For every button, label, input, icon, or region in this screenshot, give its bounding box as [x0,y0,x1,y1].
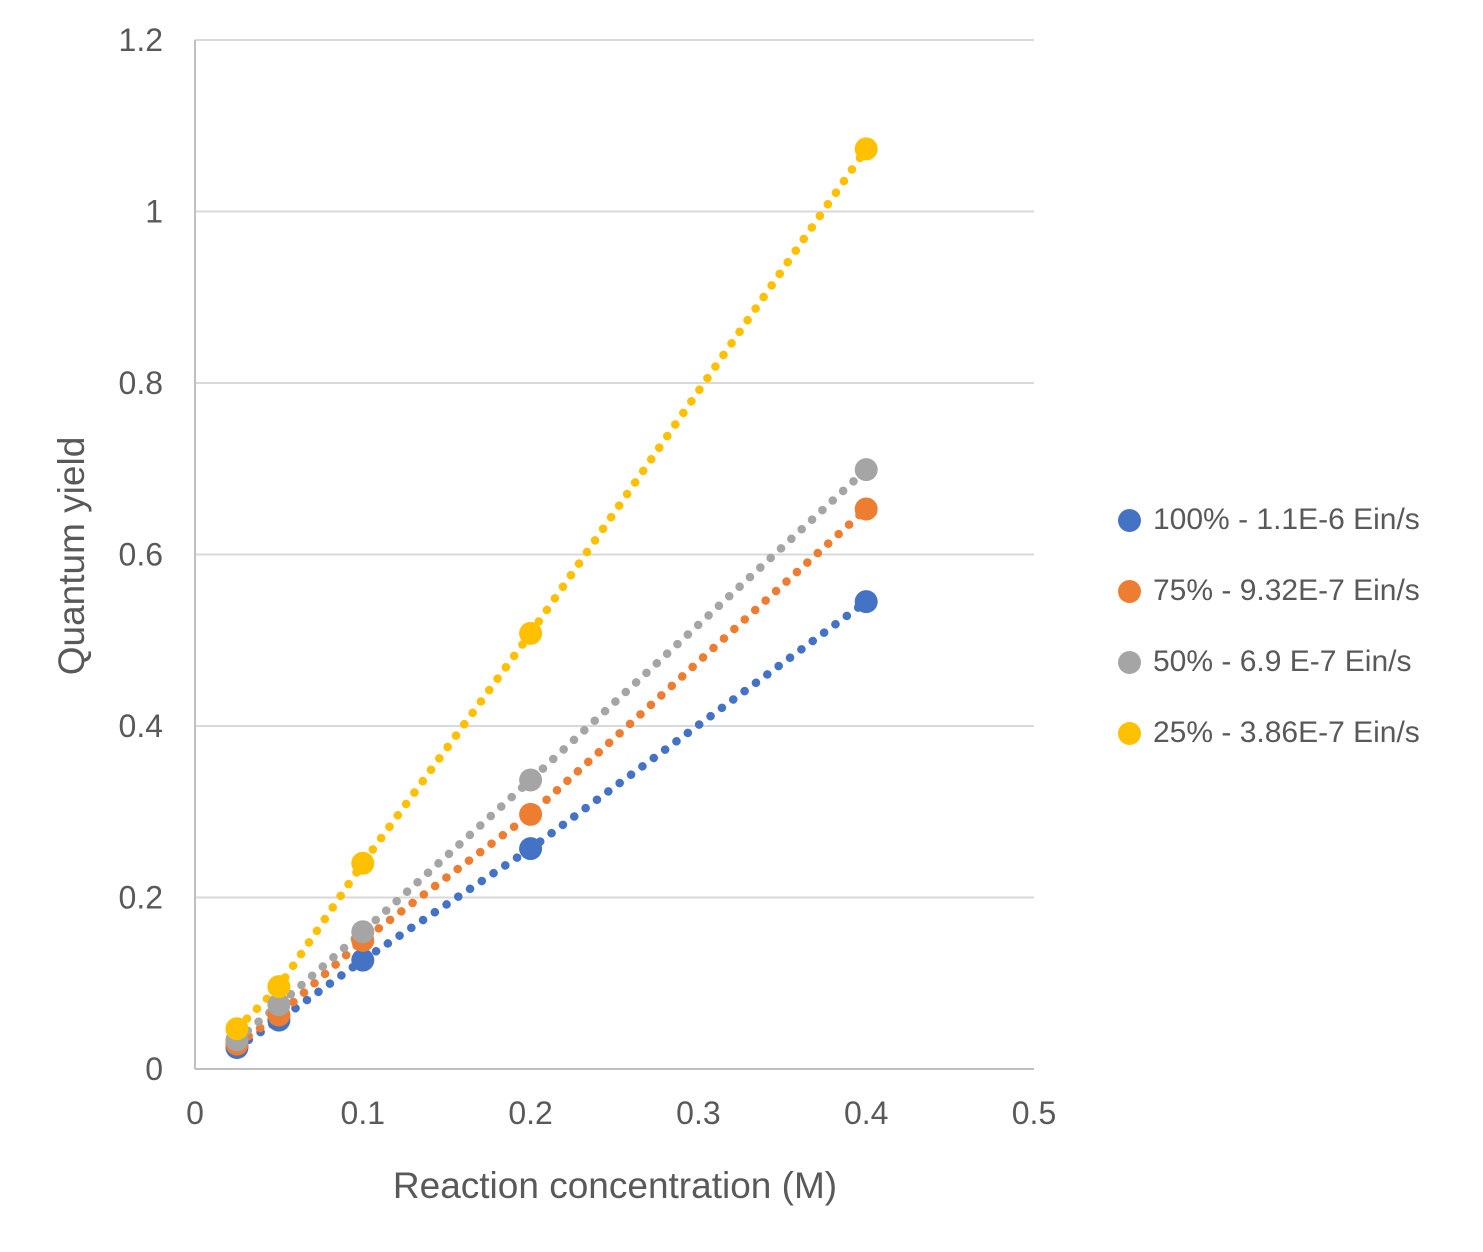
data-point-series-3 [225,1017,249,1041]
legend: 100% - 1.1E-6 Ein/s 75% - 9.32E-7 Ein/s … [1118,504,1420,749]
data-point-series-2 [519,768,543,792]
legend-label-25pct: 25% - 3.86E-7 Ein/s [1153,716,1420,749]
x-tick-label: 0.1 [341,1095,385,1131]
y-tick-label: 0.6 [119,537,163,573]
y-tick-label: 0 [145,1051,163,1087]
y-tick-label: 0.8 [119,365,163,401]
trendline-series-0 [232,597,871,1052]
legend-item-100pct: 100% - 1.1E-6 Ein/s [1118,504,1420,536]
data-point-series-2 [267,993,291,1017]
data-point-series-3 [267,975,291,999]
legend-marker-50pct-icon [1118,650,1141,674]
y-tick-label: 1 [145,194,163,230]
data-point-series-2 [854,458,878,482]
legend-label-75pct: 75% - 9.32E-7 Ein/s [1153,574,1420,607]
y-tick-label: 1.2 [119,22,163,58]
data-point-series-3 [351,851,375,875]
legend-item-25pct: 25% - 3.86E-7 Ein/s [1118,717,1420,749]
x-tick-label: 0.4 [844,1095,888,1131]
x-tick-label: 0.2 [508,1095,552,1131]
legend-label-100pct: 100% - 1.1E-6 Ein/s [1153,503,1420,536]
data-point-series-3 [519,621,543,645]
legend-marker-25pct-icon [1118,721,1141,745]
y-tick-label: 0.2 [119,880,163,916]
y-tick-label: 0.4 [119,708,163,744]
trendline-series-1 [232,504,871,1049]
x-tick-label: 0.3 [676,1095,720,1131]
data-point-series-0 [854,590,878,614]
legend-label-50pct: 50% - 6.9 E-7 Ein/s [1153,645,1412,678]
data-point-series-0 [351,948,375,972]
legend-item-50pct: 50% - 6.9 E-7 Ein/s [1118,646,1420,678]
data-point-series-2 [351,920,375,944]
data-point-series-0 [519,837,543,861]
legend-item-75pct: 75% - 9.32E-7 Ein/s [1118,575,1420,607]
y-axis-title: Quantum yield [51,436,92,676]
legend-marker-75pct-icon [1118,579,1141,603]
x-axis-title: Reaction concentration (M) [392,1165,838,1206]
data-point-series-1 [854,497,878,521]
x-tick-label: 0 [186,1095,204,1131]
x-tick-label: 0.5 [1012,1095,1056,1131]
data-point-series-3 [854,137,878,161]
legend-marker-100pct-icon [1118,508,1141,532]
data-point-series-1 [519,802,543,826]
